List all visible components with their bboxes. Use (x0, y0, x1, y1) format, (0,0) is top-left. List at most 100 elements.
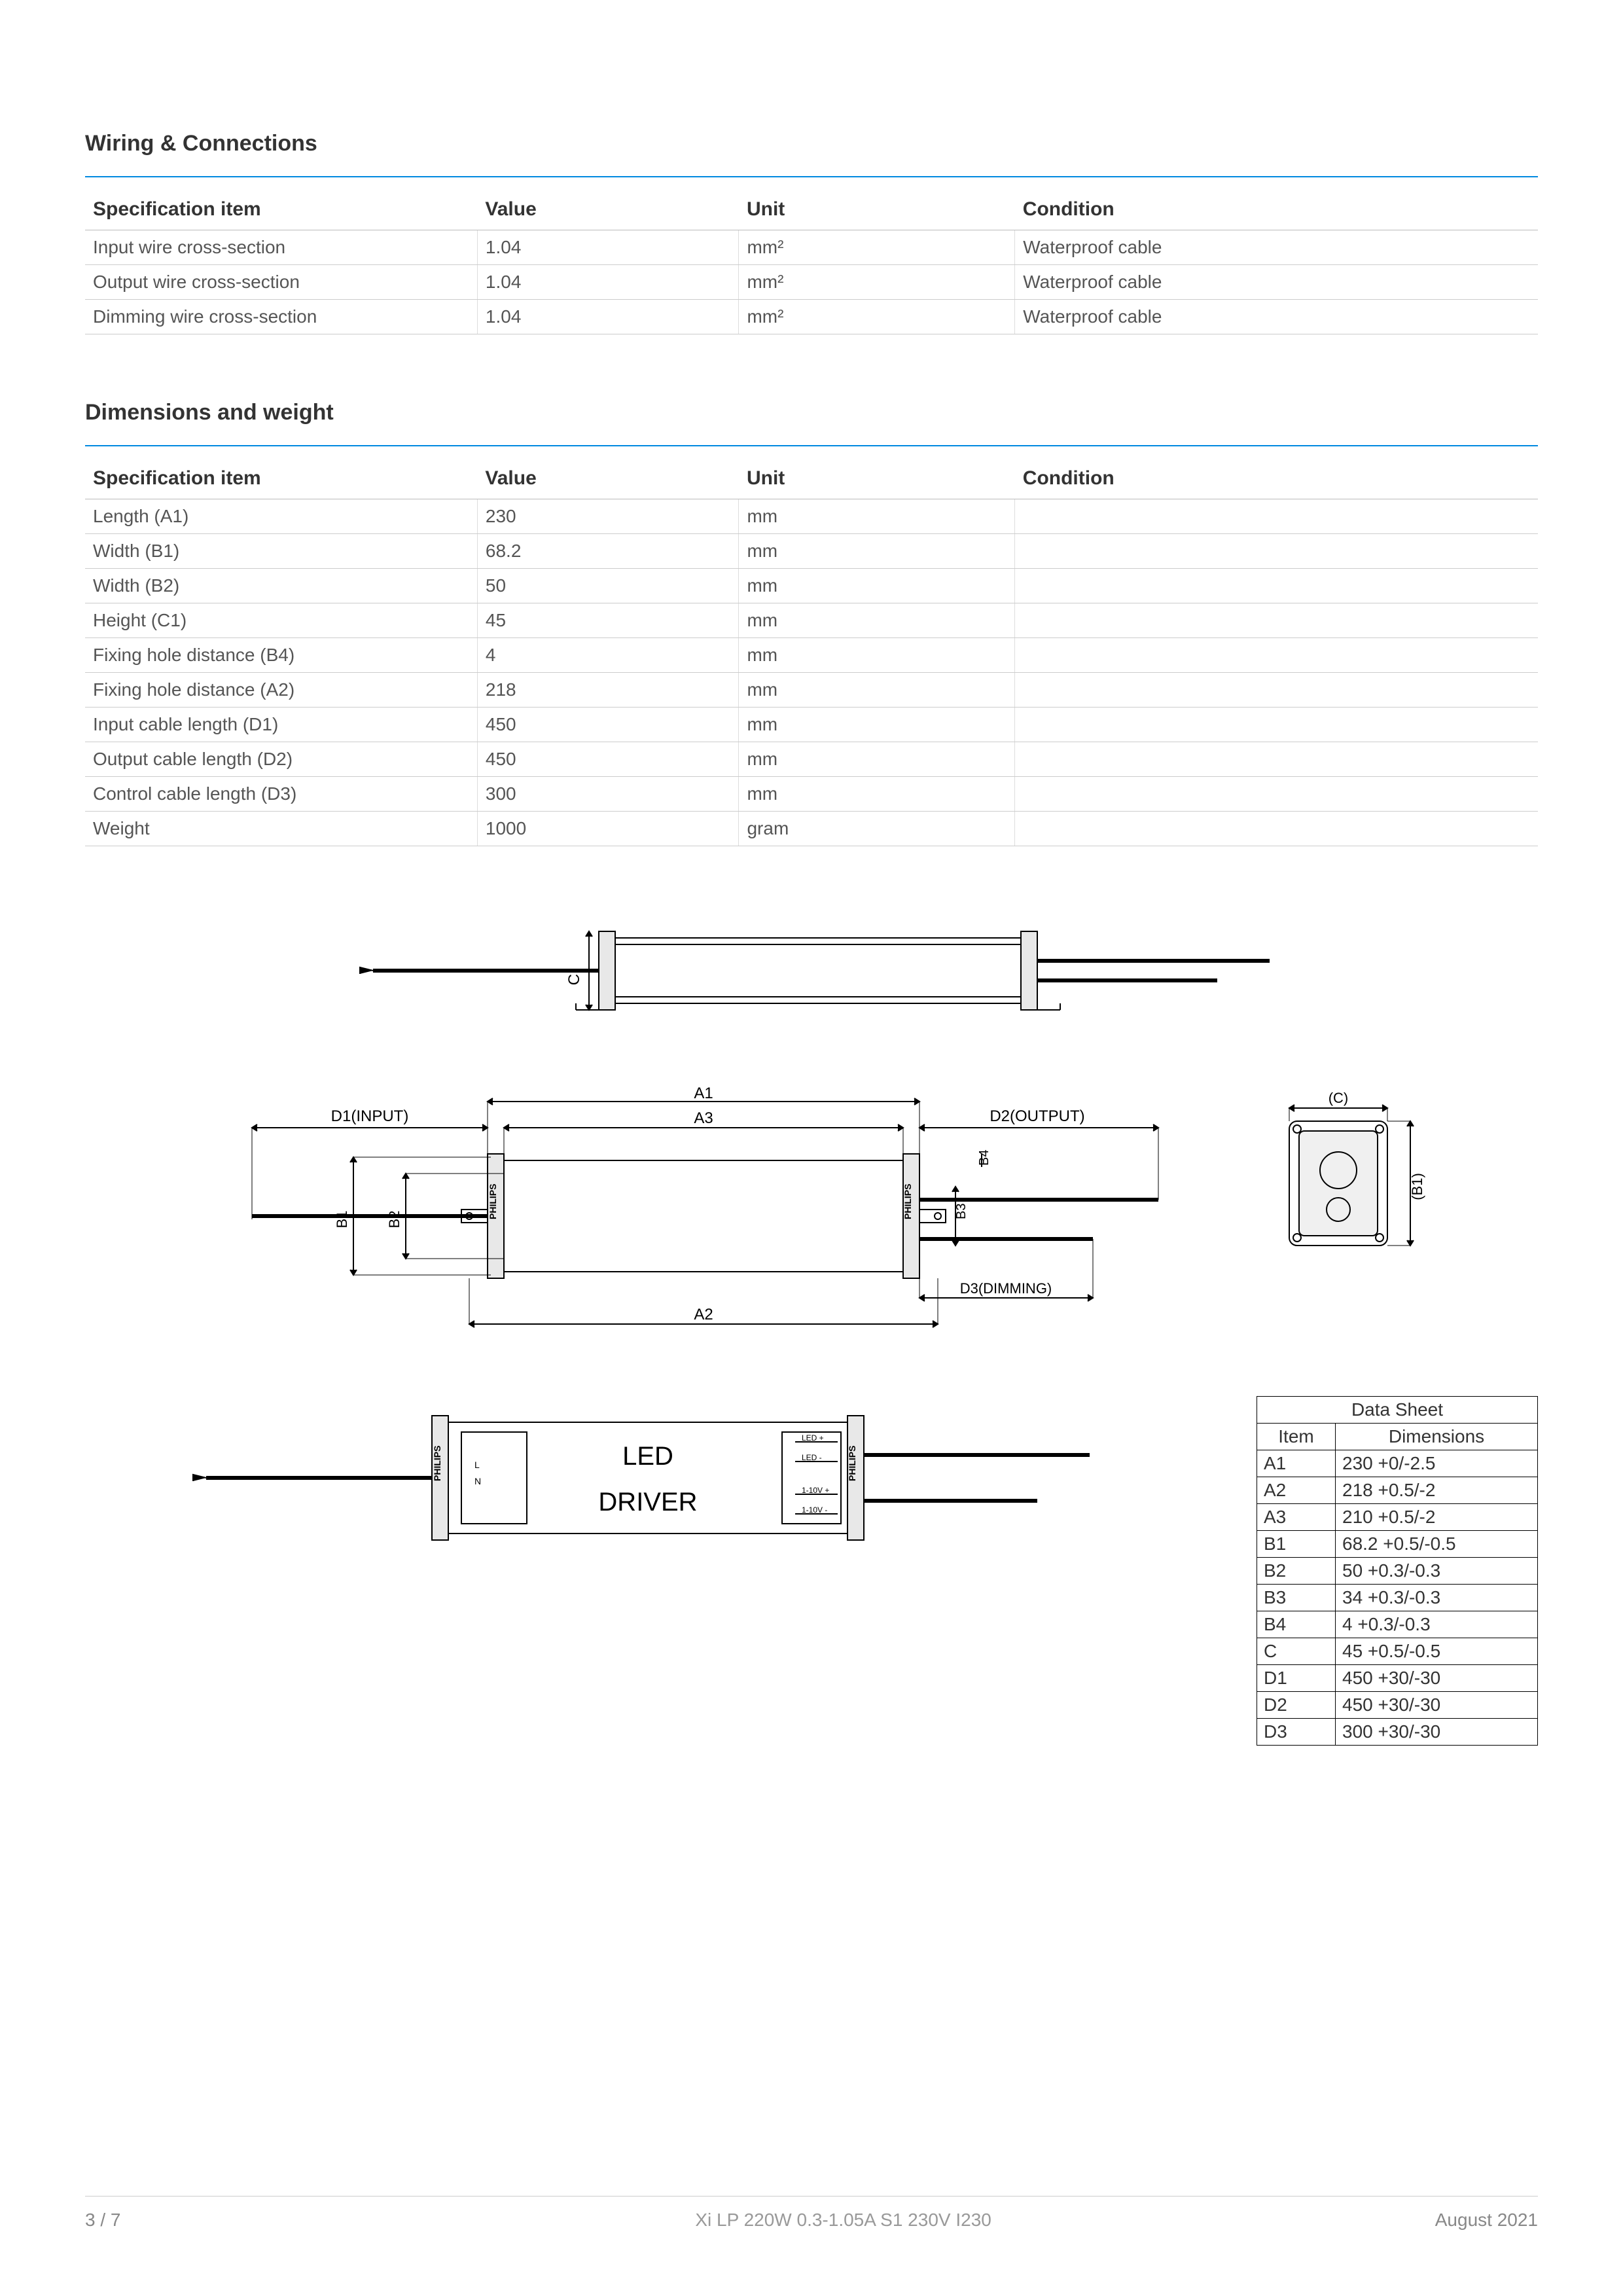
table-cell: Output cable length (D2) (85, 742, 477, 777)
table-cell: mm (739, 638, 1015, 673)
table-row: D2450 +30/-30 (1257, 1692, 1538, 1719)
th-cond: Condition (1015, 458, 1538, 499)
brand-label: PHILIPS (488, 1184, 498, 1219)
table-row: D3300 +30/-30 (1257, 1719, 1538, 1746)
th-value: Value (477, 458, 739, 499)
table-row: A1230 +0/-2.5 (1257, 1450, 1538, 1477)
pin-label: 1-10V + (802, 1486, 829, 1495)
diagrams-area: C (85, 912, 1538, 1746)
label-b3: B3 (954, 1204, 969, 1219)
table-row: A3210 +0.5/-2 (1257, 1504, 1538, 1531)
th-unit: Unit (739, 189, 1015, 230)
label-view-diagram: PHILIPS PHILIPS LED DRIVER LED + LED - 1… (108, 1396, 1155, 1566)
table-cell: 1.04 (477, 265, 739, 300)
table-row: Weight1000gram (85, 812, 1538, 846)
table-row: B44 +0.3/-0.3 (1257, 1611, 1538, 1638)
table-row: Output wire cross-section1.04mm²Waterpro… (85, 265, 1538, 300)
table-row: Height (C1)45mm (85, 603, 1538, 638)
table-row: Input wire cross-section1.04mm²Waterproo… (85, 230, 1538, 265)
top-view-diagram: PHILIPS PHILIPS A1 A3 D1(INPUT) D2(OUTPU… (164, 1082, 1211, 1357)
label-b1: B1 (334, 1211, 350, 1229)
table-cell (1015, 777, 1538, 812)
table-cell: Waterproof cable (1015, 230, 1538, 265)
brand-label: PHILIPS (432, 1446, 442, 1481)
pin-label: L (474, 1460, 480, 1470)
label-c: C (565, 974, 583, 985)
table-cell: 218 (477, 673, 739, 708)
table-cell: Dimming wire cross-section (85, 300, 477, 334)
th-value: Value (477, 189, 739, 230)
ds-title: Data Sheet (1257, 1397, 1538, 1424)
table-cell: 68.2 (477, 534, 739, 569)
table-cell (1015, 673, 1538, 708)
table-cell: 230 +0/-2.5 (1336, 1450, 1538, 1477)
table-row: A2218 +0.5/-2 (1257, 1477, 1538, 1504)
table-cell: A2 (1257, 1477, 1336, 1504)
table-cell: 218 +0.5/-2 (1336, 1477, 1538, 1504)
table-cell: 450 +30/-30 (1336, 1665, 1538, 1692)
th-item: Specification item (85, 458, 477, 499)
table-cell (1015, 812, 1538, 846)
table-cell: mm² (739, 265, 1015, 300)
table-cell: 300 (477, 777, 739, 812)
pin-label: N (474, 1476, 481, 1486)
table-cell: 1.04 (477, 300, 739, 334)
table-cell: Control cable length (D3) (85, 777, 477, 812)
table-cell: B1 (1257, 1531, 1336, 1558)
table-cell: 4 (477, 638, 739, 673)
table-cell: 230 (477, 499, 739, 534)
table-cell: 450 (477, 742, 739, 777)
table-cell: 50 +0.3/-0.3 (1336, 1558, 1538, 1585)
table-cell: 50 (477, 569, 739, 603)
label-a2: A2 (694, 1306, 713, 1323)
table-row: B334 +0.3/-0.3 (1257, 1585, 1538, 1611)
label-a3: A3 (694, 1109, 713, 1127)
table-row: Length (A1)230mm (85, 499, 1538, 534)
table-row: Input cable length (D1)450mm (85, 708, 1538, 742)
pin-label: 1-10V - (802, 1505, 827, 1515)
table-cell (1015, 499, 1538, 534)
label-d3: D3(DIMMING) (960, 1280, 1052, 1297)
table-cell: Input wire cross-section (85, 230, 477, 265)
label-driver: DRIVER (598, 1488, 697, 1516)
label-d1: D1(INPUT) (331, 1107, 409, 1125)
table-cell: mm (739, 569, 1015, 603)
table-cell: A3 (1257, 1504, 1336, 1531)
footer-date: August 2021 (1435, 2210, 1538, 2231)
table-row: Control cable length (D3)300mm (85, 777, 1538, 812)
table-cell: mm (739, 673, 1015, 708)
table-cell (1015, 534, 1538, 569)
table-cell: mm (739, 603, 1015, 638)
dims-title: Dimensions and weight (85, 400, 1538, 425)
table-cell (1015, 638, 1538, 673)
table-cell (1015, 708, 1538, 742)
table-cell: 45 (477, 603, 739, 638)
pin-label: LED + (802, 1433, 824, 1443)
footer-page: 3 / 7 (85, 2210, 120, 2231)
table-cell: Height (C1) (85, 603, 477, 638)
table-cell (1015, 569, 1538, 603)
table-cell: 68.2 +0.5/-0.5 (1336, 1531, 1538, 1558)
table-cell: 1.04 (477, 230, 739, 265)
section-rule (85, 176, 1538, 177)
th-cond: Condition (1015, 189, 1538, 230)
label-d2: D2(OUTPUT) (990, 1107, 1084, 1125)
table-cell: B2 (1257, 1558, 1336, 1585)
brand-label: PHILIPS (902, 1184, 913, 1219)
table-cell: Output wire cross-section (85, 265, 477, 300)
table-cell (1015, 742, 1538, 777)
pin-label: LED - (802, 1453, 822, 1462)
table-cell: Input cable length (D1) (85, 708, 477, 742)
label-led: LED (622, 1442, 673, 1471)
th-item: Specification item (85, 189, 477, 230)
table-cell: mm (739, 742, 1015, 777)
table-cell: 34 +0.3/-0.3 (1336, 1585, 1538, 1611)
th-unit: Unit (739, 458, 1015, 499)
table-cell: mm (739, 534, 1015, 569)
label-b2: B2 (386, 1211, 402, 1229)
table-row: Width (B1)68.2mm (85, 534, 1538, 569)
table-row: D1450 +30/-30 (1257, 1665, 1538, 1692)
table-cell: mm² (739, 230, 1015, 265)
table-row: Dimming wire cross-section1.04mm²Waterpr… (85, 300, 1538, 334)
table-cell: Weight (85, 812, 477, 846)
